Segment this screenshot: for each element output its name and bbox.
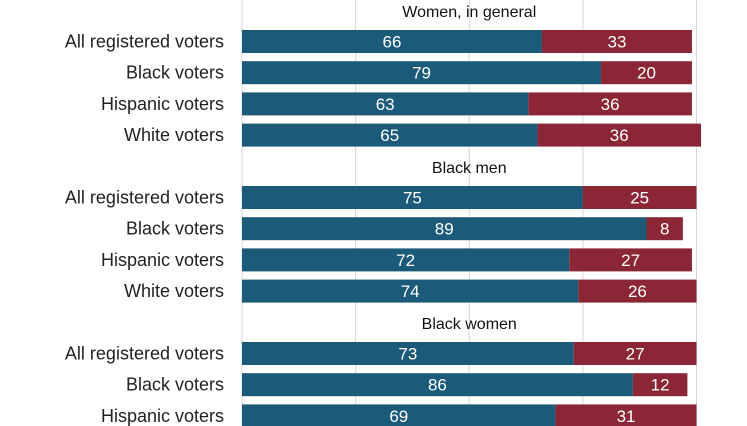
data-label-a: 86	[428, 376, 447, 395]
bar-segment-b	[569, 248, 692, 272]
bar-segment-a	[242, 373, 633, 397]
data-label-b: 27	[626, 345, 645, 364]
category-label: Hispanic voters	[101, 406, 224, 426]
data-label-b: 33	[608, 33, 627, 52]
data-label-a: 72	[396, 251, 415, 270]
data-label-b: 12	[651, 376, 670, 395]
bar-segment-b	[578, 279, 697, 303]
category-label: Black voters	[126, 219, 224, 239]
data-label-b: 25	[630, 189, 649, 208]
bar-segment-b	[601, 61, 692, 85]
data-label-a: 69	[389, 407, 408, 426]
bar-segment-a	[242, 186, 583, 209]
data-label-a: 79	[412, 64, 431, 83]
category-label: All registered voters	[65, 344, 224, 364]
data-label-a: 63	[376, 95, 395, 114]
data-label-b: 36	[601, 95, 620, 114]
group-title: Women, in general	[402, 4, 536, 21]
bar-segment-b	[646, 217, 683, 241]
data-label-b: 26	[628, 282, 647, 301]
bar-segment-a	[242, 404, 556, 426]
data-label-a: 89	[435, 220, 454, 239]
bar-segment-a	[242, 61, 602, 85]
data-label-b: 31	[617, 407, 636, 426]
group-title: Black men	[432, 160, 507, 177]
category-label: All registered voters	[65, 32, 224, 52]
bar-segment-a	[242, 92, 529, 116]
bar-segment-b	[573, 342, 697, 365]
bar-group-3: Black women All registered voters 73 27 Blac…	[65, 316, 697, 426]
data-label-b: 27	[621, 251, 640, 270]
bar-segment-a	[242, 217, 647, 241]
bar-segment-b	[528, 92, 692, 116]
bar-segment-b	[541, 30, 692, 53]
category-label: Hispanic voters	[101, 94, 224, 114]
data-label-b: 20	[637, 64, 656, 83]
category-label: Hispanic voters	[101, 250, 224, 270]
category-label: White voters	[124, 125, 224, 145]
bar-segment-b	[555, 404, 697, 426]
group-title: Black women	[422, 316, 517, 333]
category-label: All registered voters	[65, 188, 224, 208]
bar-segment-b	[632, 373, 688, 397]
data-label-a: 74	[401, 282, 420, 301]
bar-segment-a	[242, 279, 579, 303]
data-label-a: 66	[383, 33, 402, 52]
data-label-a: 65	[380, 126, 399, 145]
data-label-b: 36	[610, 126, 629, 145]
category-label: White voters	[124, 281, 224, 301]
data-label-a: 75	[403, 189, 422, 208]
bar-segment-a	[242, 248, 570, 272]
data-label-b: 8	[660, 220, 669, 239]
category-label: Black voters	[126, 63, 224, 83]
bar-segment-b	[582, 186, 697, 209]
category-label: Black voters	[126, 375, 224, 395]
bar-segment-b	[537, 123, 702, 147]
bar-group-2: Black men All registered voters 75 25 Black …	[65, 160, 697, 303]
bar-segment-a	[242, 30, 542, 53]
bar-segment-a	[242, 123, 538, 147]
bar-group-1: Women, in general All registered voters 66…	[65, 4, 702, 147]
data-label-a: 73	[398, 345, 417, 364]
bar-segment-a	[242, 342, 574, 365]
